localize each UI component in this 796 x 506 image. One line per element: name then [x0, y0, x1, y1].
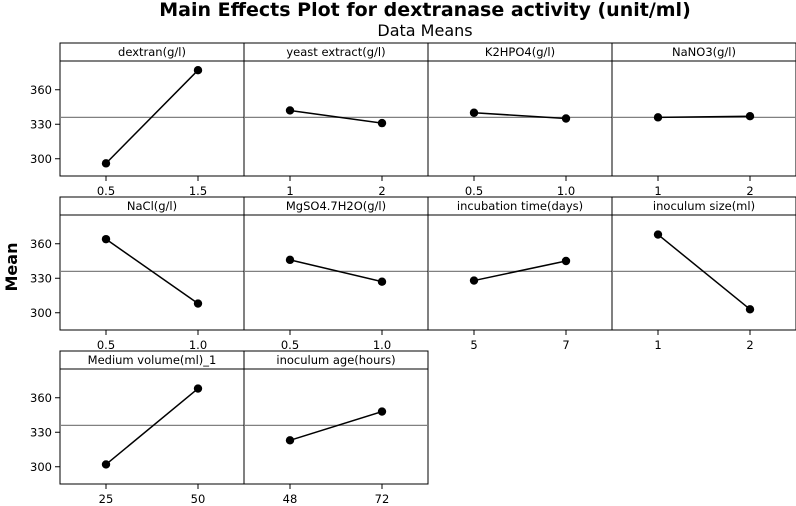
panel-frame	[243, 214, 429, 331]
y-tick-label: 300	[30, 152, 52, 166]
effect-line	[105, 387, 199, 466]
x-tick-label: 0.5	[281, 338, 299, 352]
data-point	[377, 118, 387, 128]
y-tick-label: 330	[30, 117, 52, 131]
x-tick-label: 0.5	[97, 184, 115, 198]
x-tick-label: 7	[562, 338, 569, 352]
chart-title: Main Effects Plot for dextranase activit…	[159, 0, 691, 21]
panel-frame	[427, 60, 613, 177]
panel: inoculum size(ml) 1 2	[611, 196, 796, 352]
panel-label: NaNO3(g/l)	[672, 45, 736, 59]
panel-label: dextran(g/l)	[118, 45, 186, 59]
data-point	[193, 384, 203, 393]
effect-line	[657, 115, 751, 119]
effect-line	[289, 410, 383, 442]
x-tick-label: 25	[99, 492, 114, 506]
panel-frame	[427, 214, 613, 331]
data-point	[561, 256, 571, 266]
data-point	[101, 159, 111, 168]
data-point	[193, 299, 203, 308]
panel: MgSO4.7H2O(g/l) 0.5 1.0	[243, 196, 429, 352]
y-tick-label: 360	[30, 83, 52, 97]
panel: K2HPO4(g/l) 0.5 1.0	[427, 42, 613, 198]
panel-frame	[243, 60, 429, 177]
x-tick-label: 48	[283, 492, 298, 506]
panel: NaCl(g/l) 0.5 1.0 300 330 360	[30, 196, 245, 352]
panel-frame	[611, 60, 796, 177]
x-tick-label: 1	[286, 184, 293, 198]
data-point	[193, 66, 203, 75]
data-point	[653, 113, 663, 122]
data-point	[101, 234, 111, 244]
effect-line	[289, 109, 383, 124]
data-point	[377, 277, 387, 286]
data-point	[561, 114, 571, 123]
data-point	[469, 108, 479, 117]
x-tick-label: 1	[654, 338, 661, 352]
panel-label: inoculum age(hours)	[276, 353, 395, 367]
y-tick-label: 300	[30, 460, 52, 474]
data-point	[101, 460, 111, 469]
panel-frame	[59, 60, 245, 177]
panel: yeast extract(g/l) 1 2	[243, 42, 429, 198]
x-tick-label: 50	[191, 492, 206, 506]
x-tick-label: 0.5	[465, 184, 483, 198]
panel: Medium volume(ml)_1 25 50 300 330 360	[30, 350, 245, 506]
panel-label: MgSO4.7H2O(g/l)	[286, 199, 386, 213]
panel-label: incubation time(days)	[457, 199, 583, 213]
y-tick-label: 360	[30, 391, 52, 405]
data-point	[377, 407, 387, 416]
y-tick-label: 300	[30, 306, 52, 320]
effect-line	[473, 112, 567, 120]
effect-line	[105, 69, 199, 164]
panel-label: NaCl(g/l)	[127, 199, 177, 213]
effect-line	[657, 233, 751, 310]
x-tick-label: 1.0	[189, 338, 207, 352]
effect-line	[289, 259, 383, 283]
y-tick-label: 360	[30, 237, 52, 251]
panel-frame	[59, 214, 245, 331]
x-tick-label: 1	[654, 184, 661, 198]
x-tick-label: 1.0	[373, 338, 391, 352]
x-tick-label: 5	[470, 338, 477, 352]
y-axis-label: Mean	[2, 243, 21, 292]
panel-label: yeast extract(g/l)	[286, 45, 385, 59]
x-tick-label: 1.5	[189, 184, 207, 198]
x-tick-label: 2	[746, 338, 753, 352]
panel-frame	[611, 214, 796, 331]
y-tick-label: 330	[30, 425, 52, 439]
x-tick-label: 1.0	[557, 184, 575, 198]
data-point	[745, 305, 755, 314]
data-point	[285, 106, 295, 115]
data-point	[469, 276, 479, 285]
data-point	[653, 230, 663, 239]
x-tick-label: 2	[378, 184, 385, 198]
effect-line	[473, 260, 567, 282]
panel: incubation time(days) 5 7	[427, 196, 613, 352]
panel-frame	[243, 368, 429, 485]
panel: inoculum age(hours) 48 72	[243, 350, 429, 506]
panel-label: Medium volume(ml)_1	[88, 353, 217, 367]
data-point	[745, 112, 755, 121]
effect-line	[105, 238, 199, 305]
panel: NaNO3(g/l) 1 2	[611, 42, 796, 198]
panel-label: K2HPO4(g/l)	[485, 45, 555, 59]
y-tick-label: 330	[30, 271, 52, 285]
chart-subtitle: Data Means	[377, 21, 472, 40]
panel: dextran(g/l) 0.5 1.5 300 330 360	[30, 42, 245, 198]
data-point	[285, 255, 295, 265]
data-point	[285, 436, 295, 445]
x-tick-label: 2	[746, 184, 753, 198]
x-tick-label: 0.5	[97, 338, 115, 352]
panel-label: inoculum size(ml)	[653, 199, 755, 213]
x-tick-label: 72	[375, 492, 390, 506]
